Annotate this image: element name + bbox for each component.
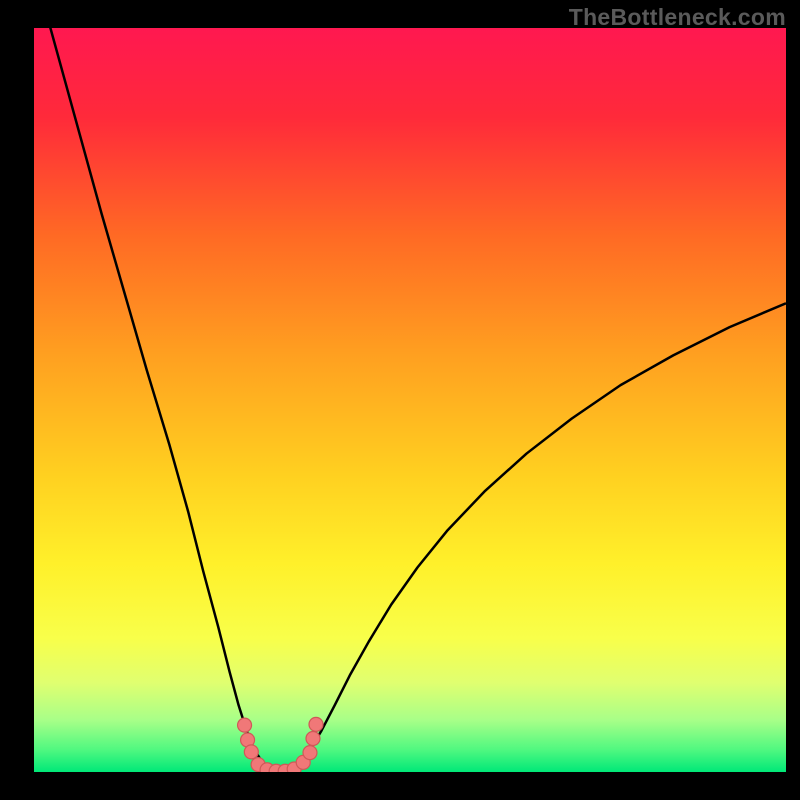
bottleneck-chart (0, 0, 800, 800)
gradient-background (34, 28, 786, 772)
marker-dot (303, 746, 317, 760)
marker-dot (244, 745, 258, 759)
marker-dot (306, 732, 320, 746)
marker-dot (309, 717, 323, 731)
marker-dot (238, 718, 252, 732)
